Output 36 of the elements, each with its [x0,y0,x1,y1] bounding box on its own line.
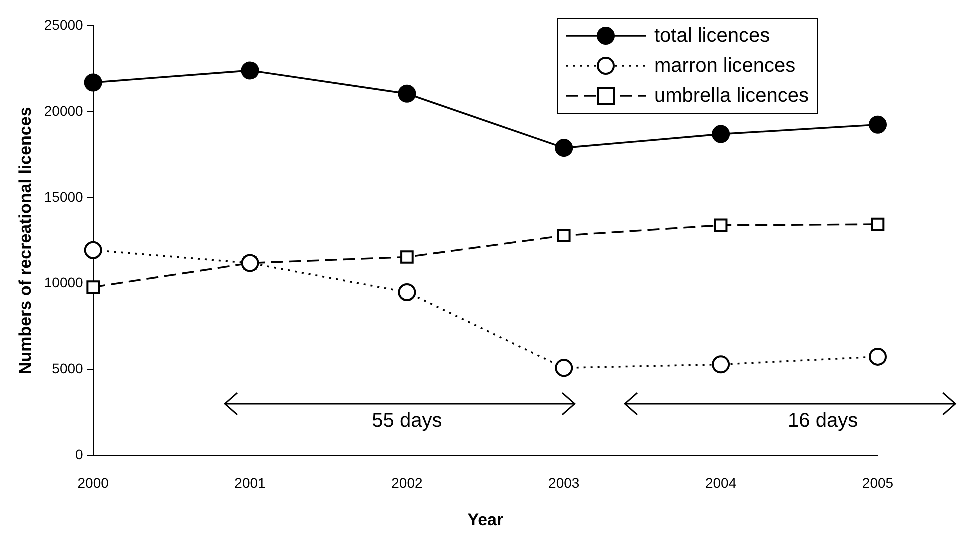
point [84,74,102,92]
x-tick-label: 2004 [705,475,737,492]
legend-label: marron licences [654,54,796,78]
point [555,139,574,158]
point [712,356,730,374]
annotation: 55 days [372,410,442,434]
x-tick-label: 2003 [548,475,580,492]
point [241,62,260,80]
y-axis-title: Numbers of recreational licences [16,107,35,375]
y-tick-label: 0 [76,446,84,463]
x-tick-label: 2001 [234,475,266,492]
point [714,218,728,232]
point [400,250,414,264]
legend-label: total licences [654,24,770,48]
point [869,116,887,134]
x-tick-label: 2000 [78,475,110,492]
y-tick-label: 20000 [44,102,84,119]
y-tick-label: 10000 [44,274,84,291]
point [869,348,887,366]
y-tick-label: 25000 [44,16,84,33]
point [241,254,260,272]
x-axis-title: Year [468,510,504,530]
point [712,125,730,144]
point [86,280,100,294]
x-tick-label: 2002 [392,475,423,492]
y-tick-label: 5000 [52,360,84,377]
point [557,229,571,242]
point [84,241,102,260]
y-tick-label: 15000 [44,188,84,205]
point [555,359,574,378]
point [871,218,885,232]
x-tick-label: 2005 [862,475,894,492]
point [398,84,416,103]
legend-label: umbrella licences [654,84,809,108]
point [398,283,416,302]
annotation: 16 days [788,410,858,434]
